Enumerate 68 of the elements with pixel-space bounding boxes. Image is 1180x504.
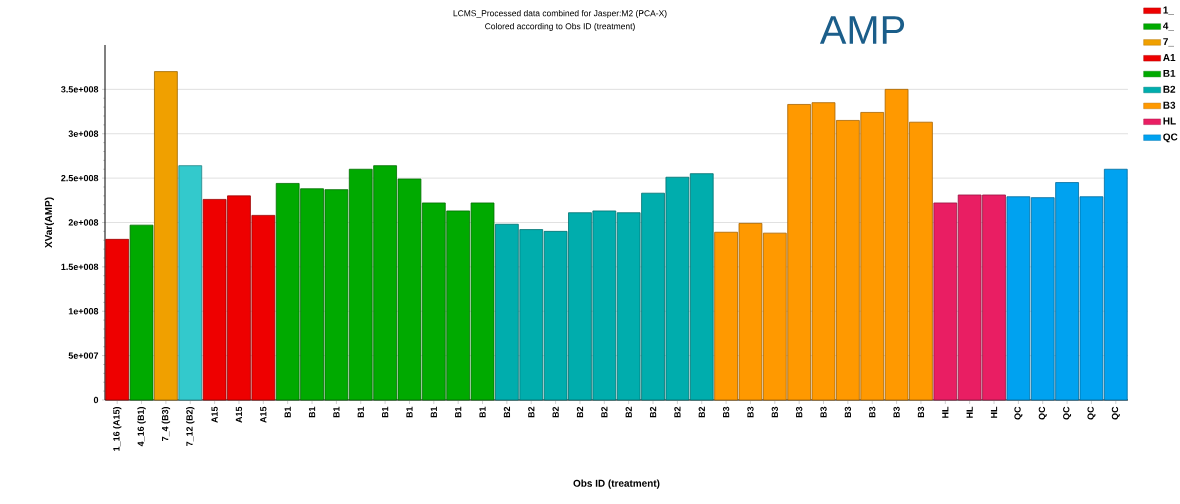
text: Colored according to Obs ID (treatment) <box>485 23 635 31</box>
x-tick-label: HL <box>942 406 949 418</box>
y-tick-label: 1.5e+008 <box>61 263 99 271</box>
x-tick-label: B1 <box>357 406 364 418</box>
x-tick-label: QC <box>1063 406 1072 420</box>
x-tick-label: B1 <box>284 406 291 418</box>
x-tick-label: B3 <box>820 406 827 418</box>
legend-label: B1 <box>1163 69 1176 77</box>
x-tick-label: B1 <box>430 406 437 418</box>
x-tick-label: B1 <box>406 406 413 418</box>
legend-label: 4_ <box>1162 22 1174 31</box>
legend-label: A1 <box>1163 54 1176 61</box>
legend-label: 1_ <box>1163 6 1174 15</box>
x-tick-label: B1 <box>479 406 486 418</box>
legend-label: 7_ <box>1163 38 1174 47</box>
legend-label: HL <box>1163 117 1176 125</box>
y-tick-label: 3.5e+008 <box>61 86 99 93</box>
x-tick-label: QC <box>1111 406 1120 420</box>
x-tick-label: B1 <box>382 406 389 418</box>
bar <box>178 165 203 401</box>
x-tick-label: 7_4 (B3) <box>161 406 171 441</box>
x-tick-label: 1_16 (A15) <box>113 406 122 451</box>
x-tick-label: HL <box>966 406 973 418</box>
y-tick-label: 5e+007 <box>68 352 99 359</box>
x-axis-title: Obs ID (treatment) <box>573 479 660 489</box>
x-tick-label: B2 <box>601 406 608 418</box>
x-tick-label: 7_12 (B2) <box>186 406 195 446</box>
chart-title: AMP <box>819 16 905 44</box>
y-tick-label: 3e+008 <box>68 130 99 137</box>
x-tick-label: B2 <box>528 406 535 418</box>
bar <box>129 224 154 401</box>
x-tick-label: B3 <box>869 406 876 418</box>
x-tick-label: B3 <box>722 406 730 418</box>
legend-label: B3 <box>1163 101 1176 109</box>
x-tick-label: A15 <box>260 406 267 423</box>
x-tick-label: B2 <box>649 406 657 418</box>
chart-subtitle: LCMS_Processed data combined for Jasper:M2 (PCA-X) <box>453 10 667 18</box>
x-tick-label: B1 <box>333 406 340 418</box>
x-tick-label: B2 <box>503 406 511 418</box>
x-tick-label: QC <box>1087 406 1096 420</box>
x-tick-label: B3 <box>795 406 803 418</box>
x-tick-label: B3 <box>917 406 925 418</box>
x-tick-label: A15 <box>235 406 243 423</box>
y-axis-title: XVar(AMP) <box>44 197 54 248</box>
x-tick-label: B1 <box>308 406 316 418</box>
y-tick-label: 2e+008 <box>68 219 99 226</box>
y-tick-label: 2.5e+008 <box>61 174 99 182</box>
y-tick-label: 1e+008 <box>68 308 99 315</box>
x-tick-label: B2 <box>552 406 559 418</box>
bar <box>154 71 178 401</box>
x-tick-label: B3 <box>893 406 900 418</box>
x-tick-label: B2 <box>576 406 584 418</box>
x-tick-label: QC <box>1038 406 1047 420</box>
x-tick-label: QC <box>1014 406 1023 420</box>
x-tick-label: 4_16 (B1) <box>137 406 146 447</box>
x-tick-label: B3 <box>844 406 852 418</box>
x-tick-label: B2 <box>698 406 705 418</box>
x-tick-label: B3 <box>747 406 754 418</box>
bar <box>105 238 130 401</box>
legend-label: B2 <box>1163 85 1176 93</box>
x-tick-label: HL <box>990 406 998 418</box>
legend-label: QC <box>1163 133 1178 143</box>
x-tick-label: B3 <box>771 406 778 418</box>
x-tick-label: B1 <box>455 406 462 418</box>
x-tick-label: A15 <box>211 406 218 423</box>
x-tick-label: B2 <box>674 406 681 418</box>
y-tick-label: 0 <box>93 396 99 404</box>
x-tick-label: B2 <box>625 406 632 418</box>
